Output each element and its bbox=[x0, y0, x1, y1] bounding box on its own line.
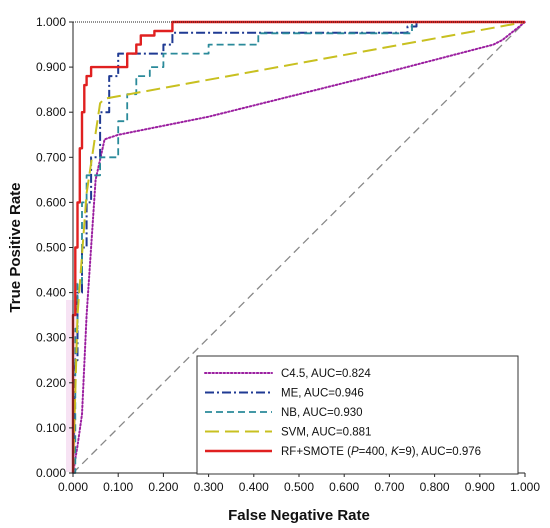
legend-label: SVM, AUC=0.881 bbox=[281, 427, 371, 439]
y-tick-label: 0.300 bbox=[36, 331, 66, 345]
legend: C4.5, AUC=0.824 ME, AUC=0.946 NB, AUC=0.93… bbox=[196, 355, 519, 475]
series-line-3 bbox=[72, 21, 526, 474]
y-tick-label: 0.000 bbox=[36, 466, 66, 480]
x-tick-label: 0.400 bbox=[239, 480, 269, 494]
x-tick-label: 0.200 bbox=[148, 480, 178, 494]
series-layer bbox=[71, 20, 526, 474]
x-tick-label: 1.000 bbox=[510, 480, 540, 494]
series-line-4 bbox=[71, 20, 525, 473]
legend-label: ME, AUC=0.946 bbox=[281, 388, 364, 400]
x-axis-label: False Negative Rate bbox=[228, 507, 370, 524]
left-axis-highlight bbox=[66, 300, 76, 472]
legend-label: RF+SMOTE (P=400, K=9), AUC=0.976 bbox=[281, 446, 481, 458]
axes: 0.000 0.100 0.200 0.300 0.400 0.500 0.600 0.700… bbox=[36, 15, 540, 494]
y-tick-label: 1.000 bbox=[36, 15, 66, 29]
y-tick-label: 0.100 bbox=[36, 421, 66, 435]
y-tick-label: 0.600 bbox=[36, 195, 66, 209]
x-tick-label: 0.300 bbox=[194, 480, 224, 494]
y-tick-label: 0.400 bbox=[36, 286, 66, 300]
x-tick-label: 0.000 bbox=[58, 480, 88, 494]
y-tick-label: 0.700 bbox=[36, 150, 66, 164]
y-tick-label: 0.900 bbox=[36, 60, 66, 74]
y-tick-label: 0.200 bbox=[36, 376, 66, 390]
x-tick-label: 0.900 bbox=[465, 480, 495, 494]
x-tick-label: 0.600 bbox=[329, 480, 359, 494]
x-tick-label: 0.800 bbox=[420, 480, 450, 494]
legend-label: C4.5, AUC=0.824 bbox=[281, 368, 371, 380]
x-tick-label: 0.100 bbox=[103, 480, 133, 494]
y-axis-label: True Positive Rate bbox=[7, 182, 24, 312]
legend-label: NB, AUC=0.930 bbox=[281, 407, 363, 419]
y-tick-label: 0.500 bbox=[36, 241, 66, 255]
legend-box bbox=[196, 355, 519, 475]
x-tick-label: 0.700 bbox=[374, 480, 404, 494]
x-tick-label: 0.500 bbox=[284, 480, 314, 494]
series-line-0 bbox=[72, 21, 526, 474]
reference-diagonal-line bbox=[72, 21, 526, 474]
y-tick-label: 0.800 bbox=[36, 105, 66, 119]
series-line-2 bbox=[73, 21, 525, 474]
